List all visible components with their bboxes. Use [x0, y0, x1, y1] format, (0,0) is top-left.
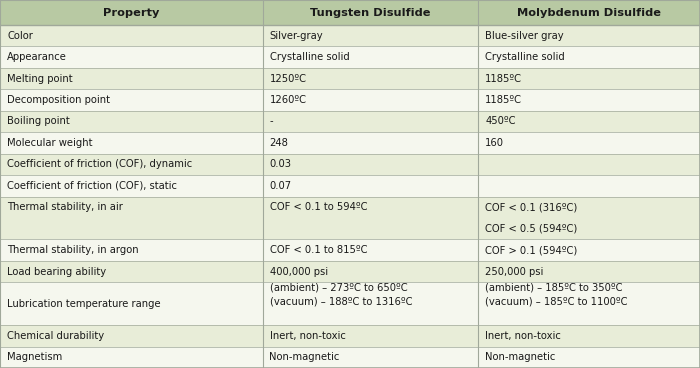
Bar — [262, 218, 478, 240]
Text: COF < 0.1 to 594ºC: COF < 0.1 to 594ºC — [270, 202, 367, 212]
Text: 450ºC: 450ºC — [485, 117, 516, 127]
Bar — [478, 218, 700, 240]
Text: Inert, non-toxic: Inert, non-toxic — [485, 331, 561, 341]
Text: Thermal stability, in argon: Thermal stability, in argon — [7, 245, 139, 255]
Bar — [0, 325, 262, 347]
Bar — [262, 111, 478, 132]
Bar — [0, 175, 262, 197]
Text: Coefficient of friction (COF), dynamic: Coefficient of friction (COF), dynamic — [7, 159, 192, 169]
Text: Blue-silver gray: Blue-silver gray — [485, 31, 564, 41]
Text: COF > 0.1 (594ºC): COF > 0.1 (594ºC) — [485, 245, 578, 255]
Bar — [262, 282, 478, 325]
Bar — [0, 68, 262, 89]
Bar — [478, 261, 700, 282]
Text: Silver-gray: Silver-gray — [270, 31, 323, 41]
Text: 1185ºC: 1185ºC — [485, 95, 522, 105]
Bar — [478, 0, 700, 25]
Bar — [0, 0, 262, 25]
Text: Color: Color — [7, 31, 33, 41]
Text: Crystalline solid: Crystalline solid — [270, 52, 349, 62]
Text: Load bearing ability: Load bearing ability — [7, 266, 106, 276]
Text: Non-magnetic: Non-magnetic — [270, 352, 340, 362]
Bar — [262, 240, 478, 261]
Bar — [262, 132, 478, 154]
Text: Non-magnetic: Non-magnetic — [485, 352, 556, 362]
Text: COF < 0.1 to 815ºC: COF < 0.1 to 815ºC — [270, 245, 367, 255]
Text: Lubrication temperature range: Lubrication temperature range — [7, 299, 160, 309]
Bar — [478, 154, 700, 175]
Bar — [478, 175, 700, 197]
Text: 0.07: 0.07 — [270, 181, 292, 191]
Text: Coefficient of friction (COF), static: Coefficient of friction (COF), static — [7, 181, 177, 191]
Text: 250,000 psi: 250,000 psi — [485, 266, 543, 276]
Bar — [262, 154, 478, 175]
Text: -: - — [270, 117, 273, 127]
Bar — [262, 0, 478, 25]
Bar — [262, 347, 478, 368]
Bar — [262, 68, 478, 89]
Bar — [262, 261, 478, 282]
Text: Magnetism: Magnetism — [7, 352, 62, 362]
Text: Molybdenum Disulfide: Molybdenum Disulfide — [517, 7, 661, 18]
Bar — [478, 111, 700, 132]
Text: COF < 0.5 (594ºC): COF < 0.5 (594ºC) — [485, 224, 578, 234]
Bar — [478, 240, 700, 261]
Text: 160: 160 — [485, 138, 504, 148]
Text: 1185ºC: 1185ºC — [485, 74, 522, 84]
Text: Melting point: Melting point — [7, 74, 73, 84]
Text: Thermal stability, in air: Thermal stability, in air — [7, 202, 123, 212]
Bar — [0, 89, 262, 111]
Bar — [0, 111, 262, 132]
Text: 1260ºC: 1260ºC — [270, 95, 307, 105]
Bar — [478, 325, 700, 347]
Bar — [478, 25, 700, 46]
Text: 248: 248 — [270, 138, 288, 148]
Text: Inert, non-toxic: Inert, non-toxic — [270, 331, 345, 341]
Bar — [478, 282, 700, 325]
Bar — [0, 197, 262, 218]
Text: Chemical durability: Chemical durability — [7, 331, 104, 341]
Text: 400,000 psi: 400,000 psi — [270, 266, 328, 276]
Bar — [262, 197, 478, 218]
Text: 1250ºC: 1250ºC — [270, 74, 307, 84]
Bar — [0, 347, 262, 368]
Bar — [478, 46, 700, 68]
Text: (ambient) – 273ºC to 650ºC
(vacuum) – 188ºC to 1316ºC: (ambient) – 273ºC to 650ºC (vacuum) – 18… — [270, 282, 412, 306]
Bar — [262, 46, 478, 68]
Text: Molecular weight: Molecular weight — [7, 138, 92, 148]
Bar — [0, 46, 262, 68]
Text: (ambient) – 185ºC to 350ºC
(vacuum) – 185ºC to 1100ºC: (ambient) – 185ºC to 350ºC (vacuum) – 18… — [485, 282, 628, 306]
Text: Crystalline solid: Crystalline solid — [485, 52, 565, 62]
Bar — [478, 197, 700, 218]
Text: Appearance: Appearance — [7, 52, 67, 62]
Bar — [478, 347, 700, 368]
Bar — [0, 240, 262, 261]
Bar — [0, 261, 262, 282]
Bar — [262, 25, 478, 46]
Text: Property: Property — [103, 7, 160, 18]
Bar — [0, 25, 262, 46]
Bar — [0, 218, 262, 240]
Bar — [478, 89, 700, 111]
Text: 0.03: 0.03 — [270, 159, 291, 169]
Bar — [0, 282, 262, 325]
Text: Decomposition point: Decomposition point — [7, 95, 110, 105]
Text: Tungsten Disulfide: Tungsten Disulfide — [310, 7, 430, 18]
Bar — [478, 68, 700, 89]
Text: Boiling point: Boiling point — [7, 117, 70, 127]
Bar — [0, 132, 262, 154]
Bar — [0, 154, 262, 175]
Bar — [262, 325, 478, 347]
Bar — [478, 132, 700, 154]
Bar — [262, 89, 478, 111]
Text: COF < 0.1 (316ºC): COF < 0.1 (316ºC) — [485, 202, 578, 212]
Bar — [262, 175, 478, 197]
